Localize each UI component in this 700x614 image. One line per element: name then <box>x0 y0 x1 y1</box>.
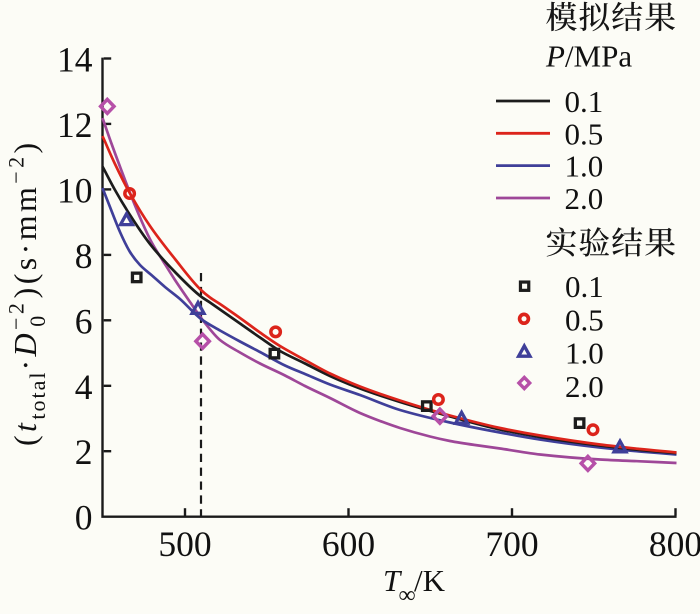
svg-text:1.0: 1.0 <box>565 149 604 184</box>
svg-text:T: T <box>383 563 403 598</box>
svg-text:(ttotal·D−20)(s·mm−2): (ttotal·D−20)(s·mm−2) <box>4 139 51 446</box>
svg-text:0: 0 <box>75 498 93 538</box>
svg-text:2: 2 <box>75 432 93 472</box>
svg-text:8: 8 <box>75 236 93 276</box>
svg-text:700: 700 <box>485 524 538 564</box>
svg-text:0.5: 0.5 <box>565 302 604 337</box>
svg-text:P/MPa: P/MPa <box>545 39 632 74</box>
svg-text:800: 800 <box>649 524 700 564</box>
svg-text:∞: ∞ <box>399 583 416 609</box>
svg-text:500: 500 <box>158 524 211 564</box>
svg-text:600: 600 <box>322 524 375 564</box>
svg-text:6: 6 <box>75 301 93 341</box>
svg-text:12: 12 <box>57 105 93 145</box>
svg-text:14: 14 <box>57 40 93 80</box>
svg-text:2.0: 2.0 <box>565 181 604 216</box>
svg-text:0.1: 0.1 <box>565 269 604 304</box>
svg-text:2.0: 2.0 <box>565 369 604 404</box>
svg-text:0.1: 0.1 <box>565 84 604 119</box>
svg-text:10: 10 <box>57 170 93 210</box>
svg-text:1.0: 1.0 <box>565 336 604 371</box>
svg-text:/K: /K <box>414 563 446 598</box>
svg-text:0.5: 0.5 <box>565 116 604 151</box>
svg-text:4: 4 <box>75 367 93 407</box>
